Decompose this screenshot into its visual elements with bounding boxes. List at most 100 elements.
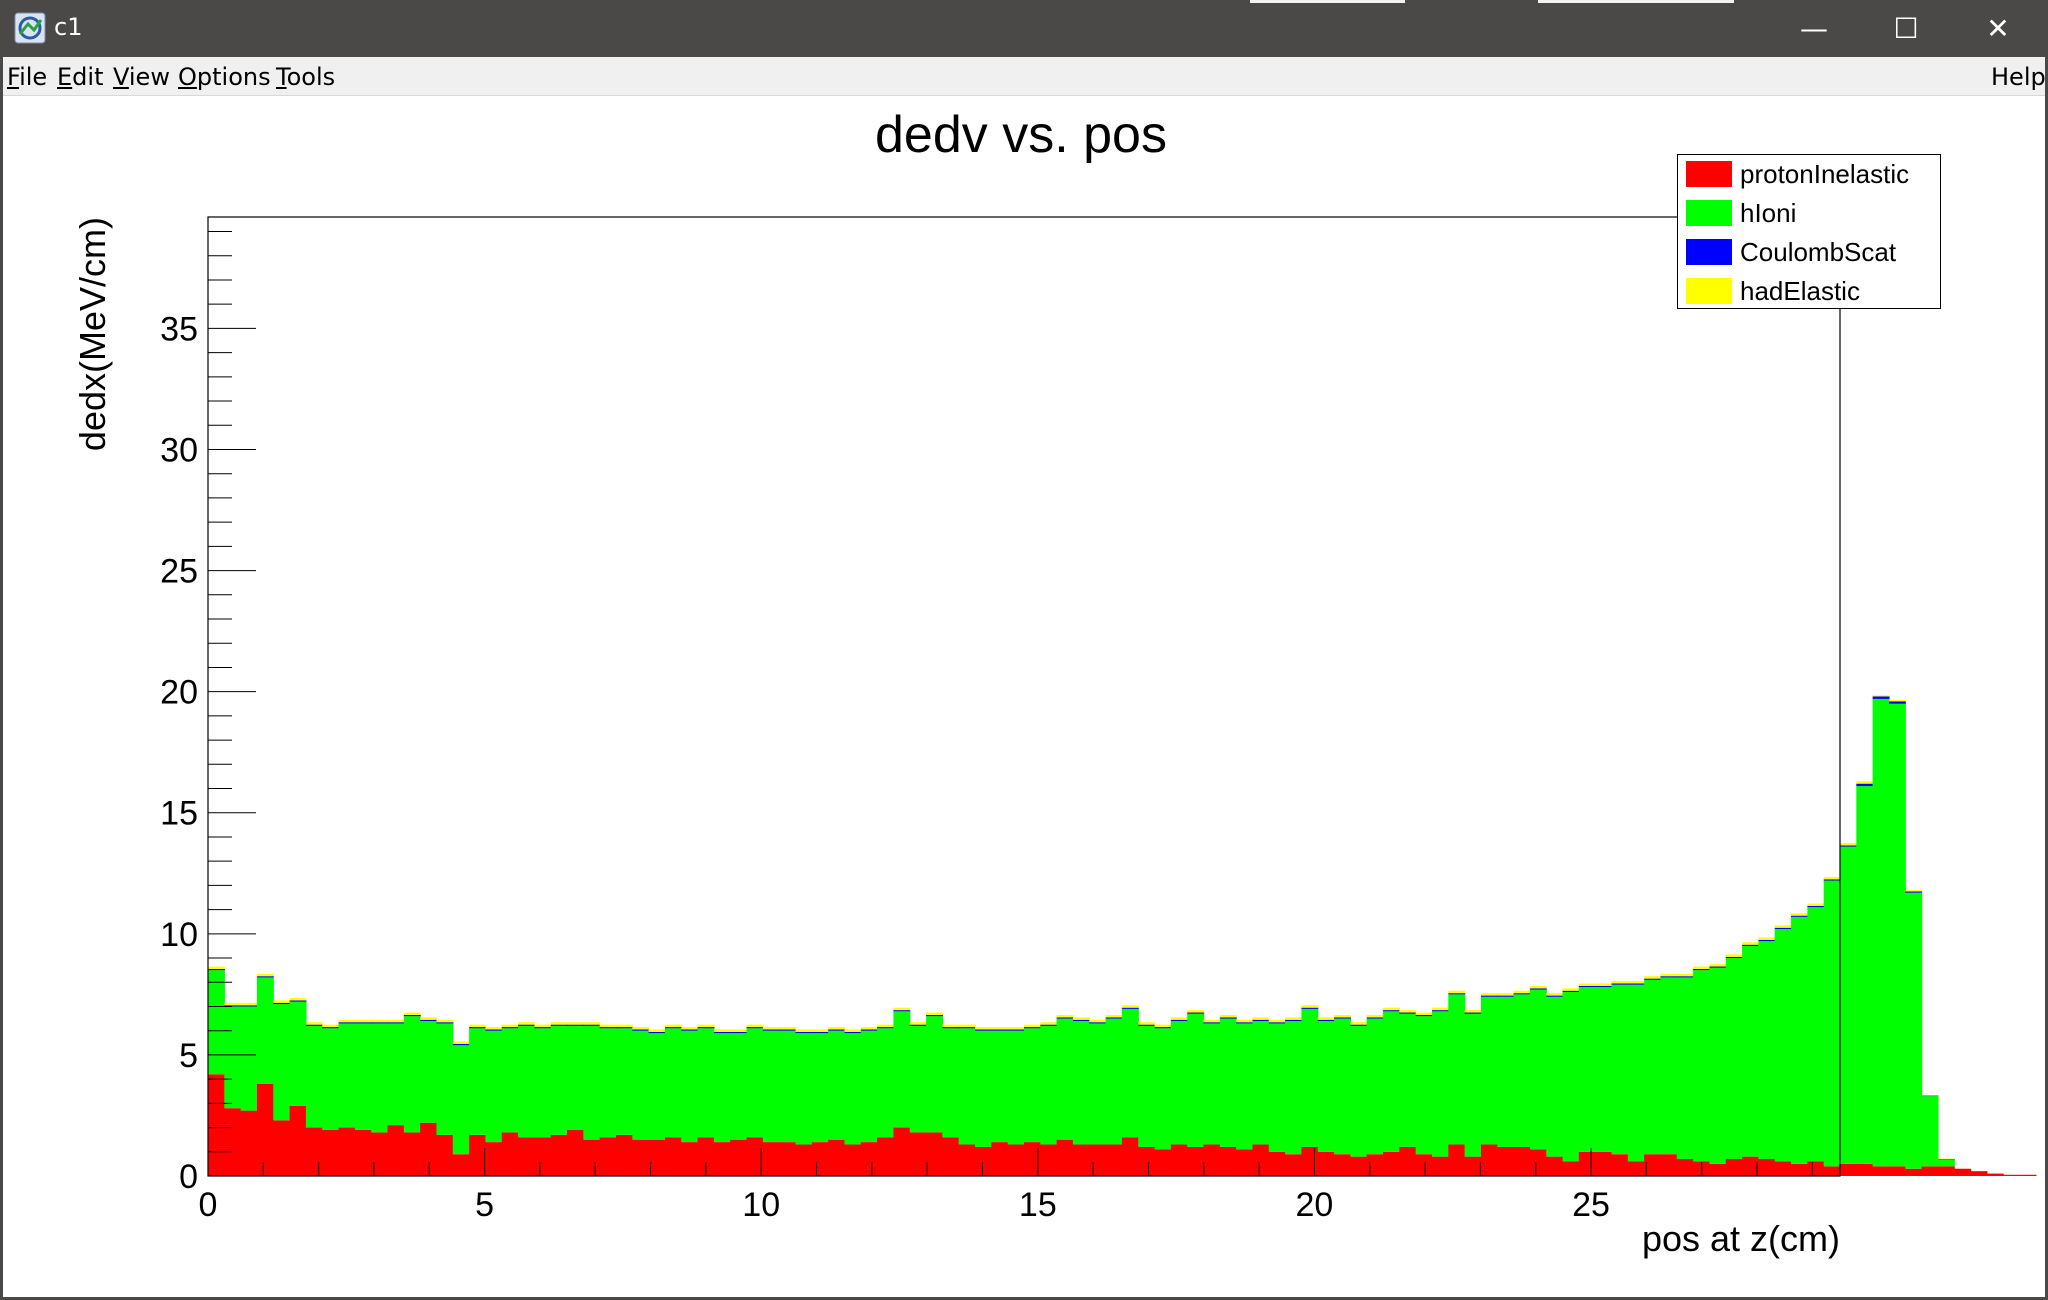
histogram-bar-protonInelastic — [1121, 1137, 1139, 1176]
histogram-bar-hadElastic — [1236, 1019, 1254, 1023]
menu-options[interactable]: Options — [178, 63, 271, 91]
histogram-bar-hIoni — [1415, 1016, 1433, 1155]
menu-edit[interactable]: Edit — [57, 63, 104, 91]
histogram-bar-hIoni — [550, 1025, 568, 1135]
chart-title: dedv vs. pos — [875, 106, 1167, 164]
histogram-bar-CoulombScat — [1219, 1017, 1237, 1019]
histogram-bar-protonInelastic — [1334, 1154, 1351, 1176]
histogram-bar-hadElastic — [1432, 1007, 1449, 1011]
histogram-bar-hIoni — [289, 1001, 307, 1106]
histogram-bar-hIoni — [1660, 977, 1678, 1155]
histogram-bar-CoulombScat — [1840, 845, 1857, 847]
histogram-bar-hadElastic — [567, 1022, 584, 1025]
histogram-bar-hadElastic — [1840, 843, 1857, 846]
histogram-bar-hadElastic — [1024, 1024, 1041, 1028]
histogram-bar-hadElastic — [1872, 695, 1890, 697]
histogram-bar-CoulombScat — [1627, 983, 1645, 985]
histogram-bar-CoulombScat — [1480, 995, 1498, 997]
histogram-bar-protonInelastic — [550, 1134, 568, 1176]
histogram-bar-CoulombScat — [1138, 1024, 1156, 1026]
histogram-bar-hIoni — [1268, 1023, 1286, 1152]
histogram-bar-hIoni — [1350, 1025, 1368, 1157]
histogram-bar-protonInelastic — [1072, 1144, 1090, 1176]
menu-help[interactable]: Help — [1991, 63, 2046, 91]
histogram-bar-hIoni — [436, 1023, 454, 1135]
histogram-bar-hadElastic — [1154, 1024, 1172, 1028]
histogram-bar-hIoni — [1383, 1011, 1400, 1152]
histogram-bar-protonInelastic — [1219, 1146, 1237, 1176]
histogram-bar-hIoni — [860, 1030, 878, 1143]
histogram-bar-CoulombScat — [1366, 1017, 1384, 1019]
histogram-bar-hadElastic — [942, 1024, 960, 1028]
histogram-bar-hIoni — [338, 1023, 356, 1128]
histogram-bar-CoulombScat — [730, 1031, 748, 1034]
menu-tools[interactable]: Tools — [276, 63, 336, 91]
histogram-bar-hIoni — [1774, 928, 1792, 1162]
histogram-bar-CoulombScat — [420, 1019, 438, 1022]
histogram-bar-CoulombScat — [1350, 1024, 1368, 1026]
histogram-bar-hadElastic — [1546, 993, 1564, 996]
plot-canvas[interactable]: 0 5 10 15 20 25 30 35 0 5 10 15 20 25 dedv vs. pos pos … — [3, 96, 2045, 1297]
histogram-bar-CoulombScat — [305, 1024, 323, 1026]
histogram-bar-CoulombScat — [1758, 939, 1776, 942]
histogram-bar-hadElastic — [224, 1002, 242, 1006]
histogram-bar-CoulombScat — [1856, 783, 1874, 787]
histogram-bar-protonInelastic — [273, 1120, 291, 1176]
histogram-bar-hadElastic — [975, 1027, 992, 1030]
histogram-bar-hadElastic — [1725, 954, 1743, 957]
histogram-bar-CoulombScat — [632, 1029, 650, 1031]
histogram-bar-hIoni — [1285, 1021, 1303, 1155]
histogram-bar-hIoni — [1758, 941, 1776, 1160]
close-button[interactable]: ✕ — [1986, 12, 2010, 45]
y-tick-label: 10 — [160, 916, 198, 954]
histogram-bar-hIoni — [305, 1025, 323, 1128]
histogram-bar-CoulombScat — [942, 1027, 960, 1029]
histogram-bar-hIoni — [1562, 991, 1580, 1162]
histogram-bar-protonInelastic — [1611, 1154, 1629, 1176]
title-bar[interactable]: c1 — ☐ ✕ — [0, 0, 2048, 57]
histogram-bar-hIoni — [991, 1030, 1009, 1143]
histogram-bar-hIoni — [1644, 979, 1662, 1155]
histogram-bar-hadElastic — [681, 1027, 699, 1030]
histogram-bar-hadElastic — [828, 1027, 846, 1030]
histogram-bar-protonInelastic — [926, 1132, 943, 1176]
histogram-bar-CoulombScat — [436, 1022, 454, 1024]
histogram-bar-hadElastic — [518, 1022, 535, 1025]
histogram-bar-CoulombScat — [664, 1027, 682, 1029]
histogram-bar-CoulombScat — [1252, 1019, 1270, 1022]
histogram-bar-protonInelastic — [1529, 1149, 1547, 1176]
histogram-bar-CoulombScat — [599, 1027, 617, 1029]
histogram-bar-CoulombScat — [1529, 988, 1547, 990]
histogram-bar-CoulombScat — [1121, 1007, 1139, 1009]
histogram-bar-CoulombScat — [1595, 985, 1613, 988]
histogram-bar-protonInelastic — [1872, 1166, 1890, 1176]
histogram-bar-CoulombScat — [1432, 1010, 1449, 1012]
histogram-bar-hadElastic — [632, 1027, 650, 1030]
histogram-bar-CoulombScat — [1105, 1017, 1123, 1019]
histogram-bar-CoulombScat — [991, 1029, 1009, 1031]
histogram-bar-protonInelastic — [713, 1142, 731, 1176]
maximize-button[interactable]: ☐ — [1893, 12, 1919, 45]
histogram-bar-hIoni — [1840, 846, 1857, 1164]
histogram-bar-protonInelastic — [1024, 1142, 1041, 1176]
histogram-bar-hadElastic — [1480, 993, 1498, 996]
histogram-bar-hIoni — [730, 1033, 748, 1140]
histogram-bar-protonInelastic — [909, 1132, 927, 1176]
minimize-button[interactable]: — — [1800, 12, 1828, 45]
histogram-bar-CoulombScat — [1383, 1010, 1400, 1012]
histogram-bar-protonInelastic — [746, 1137, 764, 1176]
y-tick-label: 20 — [160, 674, 198, 712]
histogram-bar-protonInelastic — [860, 1142, 878, 1176]
menu-file[interactable]: File — [7, 63, 48, 91]
histogram-bar-protonInelastic — [1905, 1168, 1923, 1176]
histogram-bar-CoulombScat — [1644, 978, 1662, 980]
histogram-bar-hadElastic — [1317, 1017, 1335, 1020]
histogram-bar-hIoni — [1024, 1028, 1041, 1143]
histogram-bar-hIoni — [501, 1028, 519, 1133]
histogram-bar-hadElastic — [1334, 1014, 1351, 1018]
histogram-bar-hIoni — [420, 1021, 438, 1123]
histogram-bar-CoulombScat — [1693, 968, 1711, 971]
legend[interactable]: protonInelastic hIoni CoulombScat hadEla… — [1677, 154, 1941, 309]
menu-view[interactable]: View — [113, 63, 170, 91]
